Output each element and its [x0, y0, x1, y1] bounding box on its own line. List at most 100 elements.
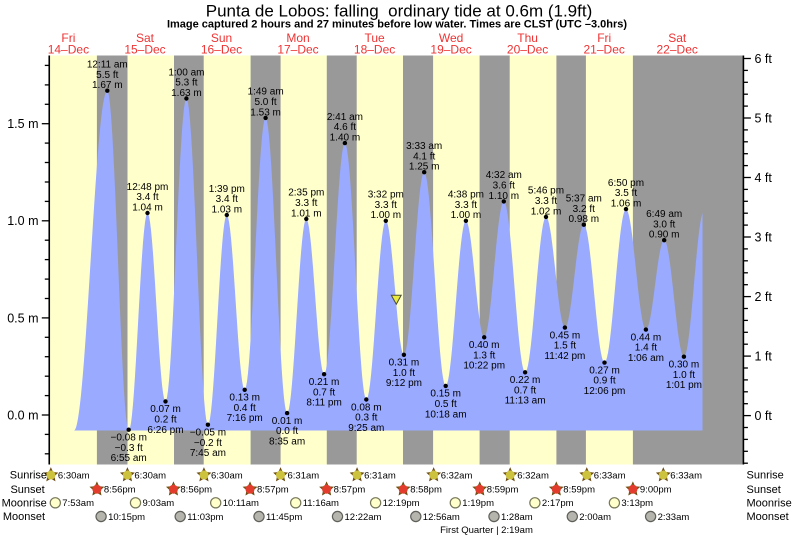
- svg-text:0.7 ft: 0.7 ft: [514, 385, 536, 396]
- svg-text:0.2 ft: 0.2 ft: [154, 415, 176, 426]
- svg-text:0.9 ft: 0.9 ft: [593, 376, 615, 387]
- svg-text:6:49 am: 6:49 am: [646, 209, 682, 220]
- svg-text:1.10 m: 1.10 m: [489, 191, 520, 202]
- svg-text:3:13pm: 3:13pm: [621, 498, 653, 509]
- svg-text:6:50 pm: 6:50 pm: [608, 178, 644, 189]
- svg-text:−0.2 ft: −0.2 ft: [194, 438, 222, 449]
- svg-text:8:57pm: 8:57pm: [334, 485, 366, 496]
- svg-text:5:37 am: 5:37 am: [566, 194, 602, 205]
- svg-text:12:11 am: 12:11 am: [87, 60, 128, 71]
- svg-text:Thu: Thu: [517, 31, 538, 45]
- svg-text:−0.05 m: −0.05 m: [190, 428, 226, 439]
- svg-text:6:30am: 6:30am: [211, 470, 243, 481]
- svg-text:11:45pm: 11:45pm: [266, 512, 302, 523]
- svg-text:6:30am: 6:30am: [134, 470, 166, 481]
- svg-text:1:00 am: 1:00 am: [168, 67, 204, 78]
- svg-text:4:32 am: 4:32 am: [486, 170, 522, 181]
- svg-text:0 ft: 0 ft: [755, 409, 773, 423]
- svg-text:1:19pm: 1:19pm: [462, 498, 494, 509]
- svg-text:3.3 ft: 3.3 ft: [375, 200, 397, 211]
- svg-text:1.0 ft: 1.0 ft: [393, 368, 415, 379]
- svg-text:15–Dec: 15–Dec: [124, 42, 165, 56]
- svg-text:0.15 m: 0.15 m: [430, 389, 461, 400]
- svg-text:2:00am: 2:00am: [579, 512, 611, 523]
- svg-text:17–Dec: 17–Dec: [277, 42, 318, 56]
- svg-text:−0.3 ft: −0.3 ft: [115, 443, 143, 454]
- svg-text:4 ft: 4 ft: [755, 171, 773, 185]
- svg-text:Mon: Mon: [286, 31, 309, 45]
- svg-text:Sunrise: Sunrise: [10, 470, 47, 482]
- svg-text:Moonset: Moonset: [3, 511, 45, 523]
- svg-text:1.00 m: 1.00 m: [371, 210, 402, 221]
- svg-text:3.3 ft: 3.3 ft: [535, 196, 557, 207]
- svg-text:1.5 m: 1.5 m: [7, 117, 38, 131]
- svg-text:Wed: Wed: [439, 31, 463, 45]
- svg-text:22–Dec: 22–Dec: [657, 42, 698, 56]
- svg-text:12:48 pm: 12:48 pm: [127, 182, 169, 193]
- svg-text:8:56pm: 8:56pm: [180, 485, 212, 496]
- svg-text:11:03pm: 11:03pm: [187, 512, 223, 523]
- svg-text:7:53am: 7:53am: [62, 498, 94, 509]
- svg-text:5.3 ft: 5.3 ft: [175, 78, 197, 89]
- svg-text:6:33am: 6:33am: [594, 470, 626, 481]
- svg-text:14–Dec: 14–Dec: [48, 42, 89, 56]
- svg-text:6:32am: 6:32am: [441, 470, 473, 481]
- svg-text:Sat: Sat: [668, 31, 687, 45]
- svg-text:1.06 m: 1.06 m: [611, 199, 642, 210]
- svg-text:0.5 m: 0.5 m: [7, 311, 38, 325]
- svg-text:9:25 am: 9:25 am: [348, 423, 384, 434]
- svg-text:0.44 m: 0.44 m: [631, 332, 662, 343]
- svg-text:6 ft: 6 ft: [755, 52, 773, 66]
- svg-text:8:57pm: 8:57pm: [257, 485, 289, 496]
- svg-text:12:22am: 12:22am: [345, 512, 382, 523]
- svg-text:6:55 am: 6:55 am: [111, 453, 147, 464]
- svg-text:10:18 am: 10:18 am: [425, 409, 467, 420]
- svg-text:1.3 ft: 1.3 ft: [473, 350, 495, 361]
- svg-text:1.02 m: 1.02 m: [531, 206, 562, 217]
- svg-text:2 ft: 2 ft: [755, 290, 773, 304]
- svg-text:1:39 pm: 1:39 pm: [209, 184, 245, 195]
- svg-text:12:56am: 12:56am: [423, 512, 460, 523]
- svg-text:1.0 m: 1.0 m: [7, 214, 38, 228]
- svg-text:1.63 m: 1.63 m: [171, 88, 202, 99]
- svg-text:8:11 pm: 8:11 pm: [306, 398, 341, 409]
- svg-text:6:33am: 6:33am: [670, 470, 702, 481]
- svg-text:2:33am: 2:33am: [658, 512, 690, 523]
- svg-text:0.3 ft: 0.3 ft: [355, 413, 377, 424]
- svg-text:3.5 ft: 3.5 ft: [615, 188, 637, 199]
- svg-text:9:00pm: 9:00pm: [640, 485, 672, 496]
- svg-text:3.0 ft: 3.0 ft: [653, 219, 675, 230]
- svg-text:11:16am: 11:16am: [303, 498, 339, 509]
- svg-text:21–Dec: 21–Dec: [584, 42, 625, 56]
- svg-text:12:19pm: 12:19pm: [383, 498, 420, 509]
- svg-text:4:38 pm: 4:38 pm: [448, 190, 484, 201]
- svg-text:5:46 pm: 5:46 pm: [528, 186, 564, 197]
- svg-text:0.7 ft: 0.7 ft: [313, 387, 335, 398]
- svg-text:4.1 ft: 4.1 ft: [413, 151, 435, 162]
- svg-text:First Quarter | 2:19am: First Quarter | 2:19am: [440, 525, 533, 536]
- svg-text:6:31am: 6:31am: [288, 470, 320, 481]
- svg-text:Moonrise: Moonrise: [2, 498, 47, 510]
- svg-text:3.4 ft: 3.4 ft: [136, 192, 158, 203]
- svg-text:7:16 pm: 7:16 pm: [227, 413, 263, 424]
- svg-text:Sunrise: Sunrise: [747, 470, 784, 482]
- svg-text:1:28am: 1:28am: [501, 512, 533, 523]
- svg-text:8:59pm: 8:59pm: [563, 485, 595, 496]
- svg-text:Tue: Tue: [364, 31, 385, 45]
- svg-text:1.25 m: 1.25 m: [409, 162, 440, 173]
- svg-text:8:59pm: 8:59pm: [487, 485, 519, 496]
- svg-text:1.03 m: 1.03 m: [212, 204, 243, 215]
- svg-text:Sunset: Sunset: [747, 484, 781, 496]
- svg-text:1:49 am: 1:49 am: [248, 87, 284, 98]
- svg-text:Image captured 2 hours and 27: Image captured 2 hours and 27 minutes be…: [167, 19, 627, 31]
- svg-text:3.4 ft: 3.4 ft: [216, 194, 238, 205]
- svg-text:1.01 m: 1.01 m: [291, 208, 322, 219]
- svg-text:11:13 am: 11:13 am: [505, 396, 546, 407]
- svg-text:11:42 pm: 11:42 pm: [544, 351, 585, 362]
- svg-text:1.5 ft: 1.5 ft: [554, 341, 576, 352]
- svg-text:0.90 m: 0.90 m: [649, 230, 680, 241]
- svg-text:6:31am: 6:31am: [364, 470, 396, 481]
- svg-text:6:30am: 6:30am: [58, 470, 90, 481]
- svg-text:1.04 m: 1.04 m: [132, 202, 163, 213]
- svg-text:20–Dec: 20–Dec: [507, 42, 548, 56]
